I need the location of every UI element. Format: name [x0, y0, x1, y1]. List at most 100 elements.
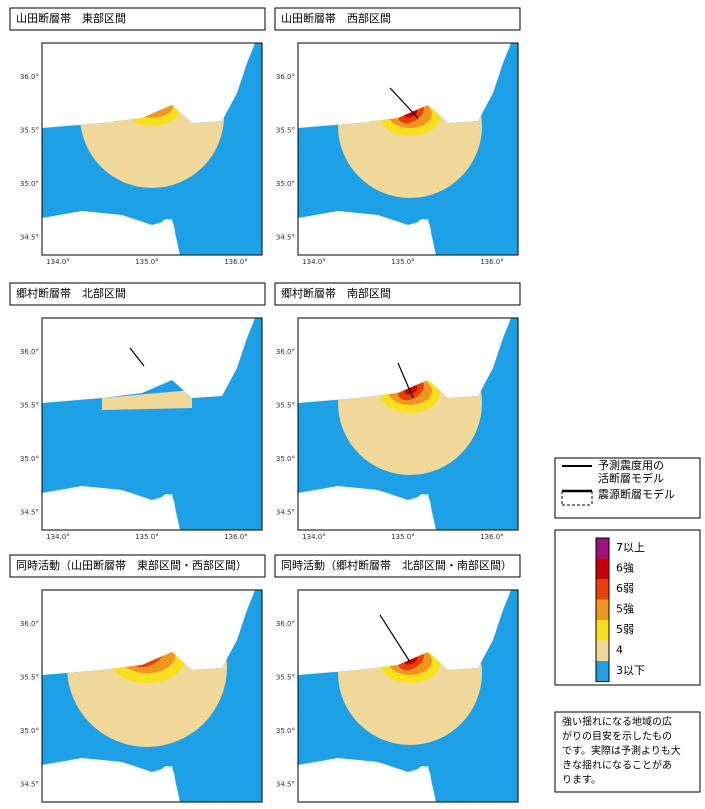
- fault: [379, 614, 411, 663]
- lat-label: 34.5°: [276, 781, 295, 789]
- lon-label: 135.0°: [135, 533, 159, 541]
- lat-label: 35.5°: [276, 674, 295, 682]
- bay: [298, 486, 436, 530]
- title-box: [274, 554, 521, 578]
- legend-label: 予測震度用の: [598, 458, 664, 472]
- fault: [389, 87, 419, 119]
- fault: [129, 347, 145, 367]
- bay: [42, 211, 180, 255]
- scale-label: 5弱: [616, 623, 634, 636]
- note-text: 強い揺れになる地域の広: [562, 715, 672, 728]
- note-text: がりの目安を示したもの: [562, 730, 672, 743]
- title-box: [274, 7, 521, 31]
- lat-label: 36.0°: [20, 348, 39, 356]
- lat-label: 35.0°: [276, 455, 295, 463]
- note-text: です。実際は予測よりも大: [562, 744, 681, 757]
- legend-label: 活断層モデル: [598, 471, 664, 485]
- scale-swatch: [596, 579, 609, 600]
- scale-label: 3以下: [616, 664, 645, 677]
- map: 36.0°35.5°35.0°34.5°134.0°135.0°136.0°: [20, 42, 263, 266]
- map: 36.0°35.5°35.0°34.5°134.0°135.0°136.0°: [276, 589, 519, 809]
- frame: [297, 317, 519, 531]
- scale-label: 7以上: [616, 541, 645, 554]
- intensity: [102, 390, 192, 410]
- lon-label: 135.0°: [135, 258, 159, 266]
- legend-label: 震源断層モデル: [598, 487, 675, 501]
- title-box: [9, 7, 266, 31]
- lat-label: 35.5°: [276, 402, 295, 410]
- lat-label: 34.5°: [20, 781, 39, 789]
- frame: [297, 589, 519, 803]
- lat-label: 36.0°: [276, 73, 295, 81]
- note-text: ります。: [562, 774, 601, 786]
- panel-title: 郷村断層帯 南部区間: [281, 286, 391, 300]
- scale-swatch: [596, 558, 609, 579]
- frame: [297, 42, 519, 256]
- lat-label: 36.0°: [276, 620, 295, 628]
- island: [415, 494, 431, 522]
- lat-label: 35.0°: [276, 180, 295, 188]
- title-box: [9, 554, 266, 578]
- scale-swatch: [596, 538, 609, 559]
- lat-label: 35.0°: [20, 180, 39, 188]
- lon-label: 134.0°: [302, 533, 326, 541]
- map-content: [42, 318, 262, 530]
- lat-label: 35.0°: [20, 455, 39, 463]
- panel-title: 山田断層帯 西部区間: [281, 11, 391, 25]
- lat-label: 34.5°: [20, 509, 39, 517]
- lon-label: 134.0°: [46, 258, 70, 266]
- fault: [397, 362, 414, 399]
- lon-label: 135.0°: [391, 258, 415, 266]
- bay: [298, 758, 436, 802]
- lat-label: 35.5°: [20, 674, 39, 682]
- lat-label: 35.5°: [20, 127, 39, 135]
- lon-label: 134.0°: [302, 258, 326, 266]
- bay: [298, 211, 436, 255]
- lat-label: 36.0°: [276, 348, 295, 356]
- map-content: [42, 590, 262, 802]
- panel-title: 郷村断層帯 北部区間: [16, 286, 126, 300]
- map: 36.0°35.5°35.0°34.5°134.0°135.0°136.0°: [20, 589, 263, 809]
- bay: [42, 758, 180, 802]
- map-content: [298, 590, 518, 802]
- scale-swatch: [596, 640, 609, 661]
- scale-border: [595, 537, 610, 682]
- title-box: [274, 282, 521, 306]
- lat-label: 35.0°: [20, 727, 39, 735]
- scale-swatch: [596, 599, 609, 620]
- note-box: [554, 711, 701, 793]
- lat-label: 35.5°: [20, 402, 39, 410]
- map: 36.0°35.5°35.0°34.5°134.0°135.0°136.0°: [276, 42, 519, 266]
- island: [159, 494, 175, 522]
- lon-label: 136.0°: [480, 258, 504, 266]
- title-box: [9, 282, 266, 306]
- panel-title: 同時活動（山田断層帯 東部区間・西部区間）: [16, 558, 247, 572]
- frame: [41, 42, 263, 256]
- legend-box: [554, 457, 701, 519]
- frame: [41, 589, 263, 803]
- scale-swatch: [596, 620, 609, 641]
- scale-swatch: [596, 661, 609, 682]
- lat-label: 35.0°: [276, 727, 295, 735]
- island: [415, 219, 431, 247]
- lon-label: 136.0°: [480, 533, 504, 541]
- frame: [41, 317, 263, 531]
- map-content: [298, 318, 518, 530]
- island: [159, 219, 175, 247]
- lat-label: 36.0°: [20, 620, 39, 628]
- lon-label: 136.0°: [224, 258, 248, 266]
- scale-label: 6弱: [616, 582, 634, 595]
- panel-title: 同時活動（郷村断層帯 北部区間・南部区間）: [281, 558, 512, 572]
- panel-title: 山田断層帯 東部区間: [16, 11, 126, 25]
- note-text: きな揺れになることがあ: [562, 759, 672, 772]
- map-content: [42, 43, 262, 255]
- bay: [42, 486, 180, 530]
- lon-label: 136.0°: [224, 533, 248, 541]
- map: 36.0°35.5°35.0°34.5°134.0°135.0°136.0°: [276, 317, 519, 541]
- zone-4: [102, 390, 192, 410]
- scale-label: 4: [616, 644, 623, 657]
- scale-label: 6強: [616, 562, 634, 575]
- scale-box: [554, 529, 701, 686]
- lat-label: 34.5°: [20, 234, 39, 242]
